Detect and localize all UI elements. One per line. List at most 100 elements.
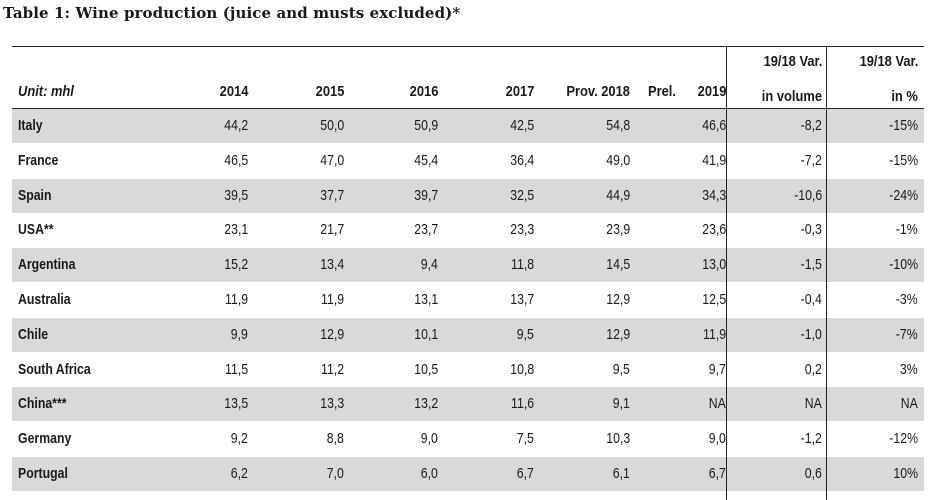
value-cell: 54,8 [606, 117, 630, 134]
country-cell: Germany [18, 430, 72, 448]
header-var-pct-top: 19/18 Var. [859, 53, 918, 70]
country-cell: Australia [18, 291, 71, 308]
value-cell: 13,2 [414, 395, 438, 413]
value-cell: 11,6 [510, 395, 534, 413]
value-cell: 9,4 [420, 256, 438, 274]
value-cell: -1,2 [800, 430, 822, 448]
value-cell: 41,9 [702, 151, 726, 169]
value-cell: 50,0 [320, 117, 344, 134]
value-cell: 9,1 [612, 395, 630, 413]
value-cell: -7% [896, 325, 918, 343]
value-cell: -7,2 [800, 151, 822, 169]
value-cell: 23,6 [702, 221, 726, 239]
value-cell: 9,9 [230, 325, 248, 343]
value-cell: 10,8 [510, 360, 534, 378]
table-row: Italy 44,2 50,0 50,9 42,5 54,8 46,6 -8,2 -15% [12, 109, 924, 143]
value-cell: 32,5 [510, 186, 534, 204]
value-cell: 39,5 [224, 186, 248, 204]
value-cell: 44,9 [606, 186, 630, 204]
value-cell: -3% [896, 291, 918, 308]
value-cell: 13,0 [702, 256, 726, 274]
header-var-pct-bottom: in % [891, 88, 918, 105]
value-cell: -1% [896, 221, 918, 239]
value-cell: -8,2 [800, 117, 822, 134]
value-cell: 37,7 [320, 186, 344, 204]
value-cell: -0,4 [800, 291, 822, 308]
value-cell: 12,5 [702, 291, 726, 308]
value-cell: 10,5 [414, 360, 438, 378]
value-cell: 9,5 [516, 325, 534, 343]
header-2019: 2019 [697, 83, 726, 100]
table-top-border [12, 46, 924, 47]
value-cell: 6,0 [420, 465, 438, 482]
value-cell: 12,9 [320, 325, 344, 343]
value-cell: NA [708, 395, 726, 413]
table-header: Unit: mhl 2014 2015 2016 2017 Prov. 2018… [12, 48, 924, 108]
value-cell: -24% [889, 186, 918, 204]
header-bottom-border [12, 108, 924, 109]
country-cell: Argentina [18, 256, 76, 274]
header-2017: 2017 [505, 83, 534, 100]
table-row: Chile 9,9 12,9 10,1 9,5 12,9 11,9 -1,0 -7% [12, 317, 924, 352]
unit-label: Unit: mhl [18, 83, 74, 100]
column-divider-2 [826, 46, 827, 500]
value-cell: -0,3 [800, 221, 822, 239]
value-cell: 6,7 [516, 465, 534, 482]
column-divider-1 [726, 46, 727, 500]
value-cell: 9,5 [612, 360, 630, 378]
value-cell: NA [804, 395, 822, 413]
value-cell: 6,2 [230, 465, 248, 482]
country-cell: France [18, 151, 59, 169]
value-cell: 8,8 [326, 430, 344, 448]
value-cell: 6,7 [708, 465, 726, 482]
value-cell: 12,9 [606, 325, 630, 343]
value-cell: 3% [900, 360, 918, 378]
value-cell: 42,5 [510, 117, 534, 134]
value-cell: 36,4 [510, 151, 534, 169]
country-cell: Chile [18, 325, 49, 343]
value-cell: 9,2 [230, 430, 248, 448]
value-cell: 23,9 [606, 221, 630, 239]
country-cell: China*** [18, 395, 67, 413]
header-var-volume-top: 19/18 Var. [763, 53, 822, 70]
header-2014: 2014 [219, 83, 248, 100]
value-cell: -15% [889, 151, 918, 169]
table-row: Australia 11,9 11,9 13,1 13,7 12,9 12,5 -0,4 -3% [12, 283, 924, 317]
value-cell: 11,9 [224, 291, 248, 308]
value-cell: -1,5 [800, 256, 822, 274]
country-cell: Spain [18, 186, 52, 204]
header-2016: 2016 [409, 83, 438, 100]
value-cell: 46,5 [224, 151, 248, 169]
value-cell: 23,1 [224, 221, 248, 239]
value-cell: 10,1 [414, 325, 438, 343]
table-row: France 46,5 47,0 45,4 36,4 49,0 41,9 -7,2 -15% [12, 144, 924, 178]
table-row: South Africa 11,5 11,2 10,5 10,8 9,5 9,7 0,2 3% [12, 353, 924, 387]
country-cell: Portugal [18, 465, 68, 482]
value-cell: 12,9 [606, 291, 630, 308]
value-cell: -1,0 [800, 325, 822, 343]
value-cell: NA [900, 395, 918, 413]
value-cell: 6,1 [612, 465, 630, 482]
value-cell: 0,2 [804, 360, 822, 378]
value-cell: 13,7 [510, 291, 534, 308]
value-cell: 9,0 [420, 430, 438, 448]
value-cell: 11,9 [320, 291, 344, 308]
value-cell: 13,5 [224, 395, 248, 413]
table-row: Germany 9,2 8,8 9,0 7,5 10,3 9,0 -1,2 -12% [12, 422, 924, 456]
value-cell: 9,7 [708, 360, 726, 378]
value-cell: 13,4 [320, 256, 344, 274]
value-cell: -15% [889, 117, 918, 134]
value-cell: 7,5 [516, 430, 534, 448]
value-cell: 0,6 [804, 465, 822, 482]
value-cell: 39,7 [414, 186, 438, 204]
header-var-volume-bottom: in volume [761, 88, 822, 105]
value-cell: 14,5 [606, 256, 630, 274]
value-cell: 13,1 [414, 291, 438, 308]
header-2015: 2015 [315, 83, 344, 100]
value-cell: -12% [889, 430, 918, 448]
value-cell: 11,2 [320, 360, 344, 378]
value-cell: 13,3 [320, 395, 344, 413]
value-cell: 11,9 [702, 325, 726, 343]
value-cell: 10,3 [606, 430, 630, 448]
country-cell: South Africa [18, 360, 91, 378]
